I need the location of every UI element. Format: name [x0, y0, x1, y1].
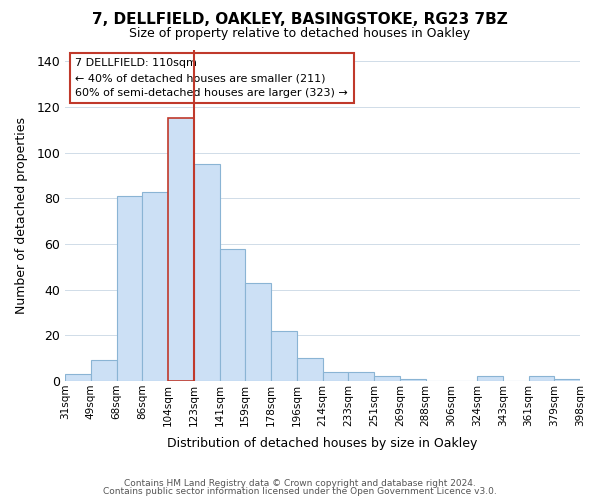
Bar	[65, 374, 91, 381]
Bar	[142, 192, 168, 381]
Bar	[91, 360, 116, 381]
Bar	[400, 378, 425, 381]
Bar	[529, 376, 554, 381]
Text: 7 DELLFIELD: 110sqm
← 40% of detached houses are smaller (211)
60% of semi-detac: 7 DELLFIELD: 110sqm ← 40% of detached ho…	[76, 58, 348, 98]
Bar	[297, 358, 323, 381]
Text: 7, DELLFIELD, OAKLEY, BASINGSTOKE, RG23 7BZ: 7, DELLFIELD, OAKLEY, BASINGSTOKE, RG23 …	[92, 12, 508, 28]
Text: Contains public sector information licensed under the Open Government Licence v3: Contains public sector information licen…	[103, 487, 497, 496]
Bar	[348, 372, 374, 381]
Y-axis label: Number of detached properties: Number of detached properties	[15, 117, 28, 314]
Bar	[194, 164, 220, 381]
X-axis label: Distribution of detached houses by size in Oakley: Distribution of detached houses by size …	[167, 437, 478, 450]
Bar	[554, 378, 580, 381]
Text: Size of property relative to detached houses in Oakley: Size of property relative to detached ho…	[130, 28, 470, 40]
Bar	[323, 372, 348, 381]
Bar	[271, 331, 297, 381]
Bar	[245, 283, 271, 381]
Bar	[168, 118, 194, 381]
Bar	[374, 376, 400, 381]
Bar	[220, 248, 245, 381]
Bar	[477, 376, 503, 381]
Bar	[116, 196, 142, 381]
Text: Contains HM Land Registry data © Crown copyright and database right 2024.: Contains HM Land Registry data © Crown c…	[124, 478, 476, 488]
